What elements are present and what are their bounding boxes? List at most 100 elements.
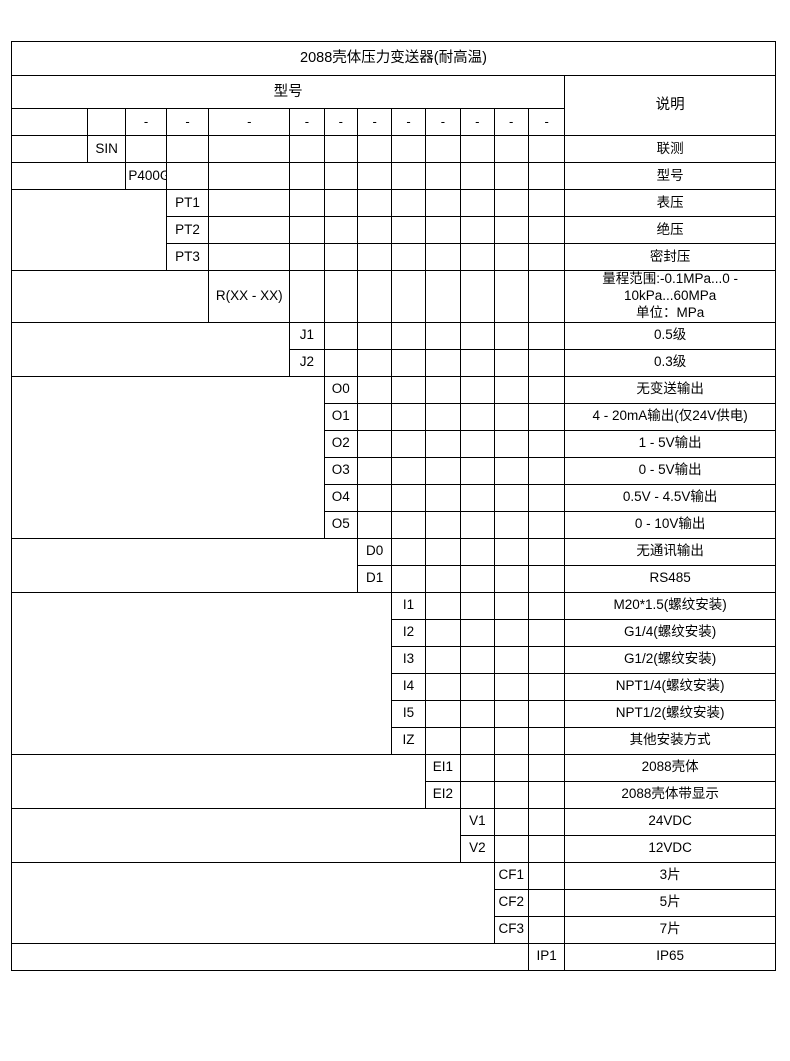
description-cell-5-5: 0 - 10V输出 xyxy=(564,510,776,539)
empty-cell xyxy=(391,348,426,377)
empty-cell xyxy=(493,645,529,674)
empty-cell xyxy=(289,243,325,271)
description-cell-11-0: IP65 xyxy=(564,942,776,971)
description-cell-8-1: 2088壳体带显示 xyxy=(564,780,776,809)
code-cell-7-3[interactable]: I4 xyxy=(391,672,426,701)
empty-cell xyxy=(460,189,495,217)
empty-cell xyxy=(424,135,462,163)
section-row: D1 RS485 xyxy=(12,564,776,593)
empty-cell xyxy=(493,321,529,350)
empty-cell xyxy=(527,618,566,647)
code-cell-5-5[interactable]: O5 xyxy=(323,510,358,539)
code-cell-5-0[interactable]: O0 xyxy=(323,375,358,404)
description-cell-7-2: G1/2(螺纹安装) xyxy=(564,645,776,674)
section-label-2: 压力类型 xyxy=(11,189,167,271)
page-title: 2088壳体压力变送器(耐高温) xyxy=(11,41,776,76)
description-cell-0-0: 联测 xyxy=(564,135,776,163)
empty-cell xyxy=(460,483,495,512)
code-cell-0-0[interactable]: SIN xyxy=(86,135,127,163)
code-cell-7-4[interactable]: I5 xyxy=(391,699,426,728)
code-cell-10-0[interactable]: CF1 xyxy=(493,861,529,890)
code-cell-1-0[interactable]: P400G xyxy=(125,162,167,190)
empty-cell xyxy=(527,321,566,350)
description-cell-10-2: 7片 xyxy=(564,915,776,944)
empty-cell xyxy=(391,456,426,485)
empty-cell xyxy=(460,537,495,566)
code-cell-4-1[interactable]: J2 xyxy=(289,348,325,377)
code-cell-6-1[interactable]: D1 xyxy=(356,564,393,593)
code-cell-11-0[interactable]: IP1 xyxy=(527,942,566,971)
empty-cell xyxy=(289,135,325,163)
spec-sheet: 2088壳体压力变送器(耐高温) 型号 说明 - - - - - - - - - - - 公司名称 SIN 联测… xyxy=(10,41,776,971)
code-cell-2-1[interactable]: PT2 xyxy=(165,216,210,244)
section-row: 防护等级 IP1 IP65 xyxy=(11,942,776,971)
empty-cell xyxy=(527,135,566,163)
empty-cell xyxy=(460,243,495,271)
code-cell-7-5[interactable]: IZ xyxy=(391,726,426,755)
code-cell-7-0[interactable]: I1 xyxy=(391,591,426,620)
code-cell-2-0[interactable]: PT1 xyxy=(165,189,210,217)
empty-cell xyxy=(289,216,325,244)
empty-cell xyxy=(460,348,495,377)
code-cell-5-3[interactable]: O3 xyxy=(323,456,358,485)
description-cell-7-5: 其他安装方式 xyxy=(564,726,776,755)
code-cell-9-1[interactable]: V2 xyxy=(460,834,495,863)
empty-cell xyxy=(424,429,462,458)
description-cell-3-0: 量程范围:-0.1MPa...0 -10kPa...60MPa 单位：MPa xyxy=(564,270,776,323)
empty-cell xyxy=(165,135,210,163)
empty-cell xyxy=(460,591,495,620)
empty-cell xyxy=(527,699,566,728)
empty-cell xyxy=(527,537,566,566)
code-cell-6-0[interactable]: D0 xyxy=(356,537,393,566)
code-cell-7-2[interactable]: I3 xyxy=(391,645,426,674)
code-cell-8-1[interactable]: EI2 xyxy=(424,780,462,809)
empty-cell xyxy=(356,375,393,404)
code-cell-5-2[interactable]: O2 xyxy=(323,429,358,458)
code-cell-3-0[interactable]: R(XX - XX) xyxy=(208,270,291,323)
empty-cell xyxy=(424,483,462,512)
empty-cell xyxy=(208,135,291,163)
empty-cell xyxy=(527,402,566,431)
description-header: 说明 xyxy=(564,75,776,136)
code-cell-5-4[interactable]: O4 xyxy=(323,483,358,512)
empty-cell xyxy=(493,270,529,323)
empty-cell xyxy=(391,537,426,566)
empty-cell xyxy=(460,456,495,485)
empty-cell xyxy=(527,564,566,593)
empty-cell xyxy=(391,564,426,593)
section-row: 通讯输出类型 D0 无通讯输出 xyxy=(11,537,776,593)
title-row: 2088壳体压力变送器(耐高温) xyxy=(11,41,776,76)
code-cell-7-1[interactable]: I2 xyxy=(391,618,426,647)
code-cell-5-1[interactable]: O1 xyxy=(323,402,358,431)
separator-dash-12: - xyxy=(527,108,566,136)
section-row: 公司名称 SIN 联测 xyxy=(11,135,776,163)
code-cell-4-0[interactable]: J1 xyxy=(289,321,325,350)
empty-cell xyxy=(208,243,291,271)
empty-cell xyxy=(460,402,495,431)
empty-cell xyxy=(493,672,529,701)
code-cell-9-0[interactable]: V1 xyxy=(460,807,495,836)
empty-cell xyxy=(356,483,393,512)
empty-cell xyxy=(493,162,529,190)
empty-cell xyxy=(527,483,566,512)
empty-cell xyxy=(424,618,462,647)
empty-cell xyxy=(289,270,325,323)
empty-cell xyxy=(391,429,426,458)
code-cell-2-2[interactable]: PT3 xyxy=(165,243,210,271)
empty-cell xyxy=(424,348,462,377)
empty-cell xyxy=(460,726,495,755)
empty-cell xyxy=(424,162,462,190)
empty-cell xyxy=(391,243,426,271)
empty-cell xyxy=(527,915,566,944)
code-cell-10-1[interactable]: CF2 xyxy=(493,888,529,917)
code-cell-8-0[interactable]: EI1 xyxy=(424,753,462,782)
empty-cell xyxy=(493,726,529,755)
code-cell-10-2[interactable]: CF3 xyxy=(493,915,529,944)
description-cell-5-4: 0.5V - 4.5V输出 xyxy=(564,483,776,512)
empty-cell xyxy=(460,216,495,244)
section-row: O1 4 - 20mA输出(仅24V供电) xyxy=(12,402,776,431)
empty-cell xyxy=(527,888,566,917)
empty-cell xyxy=(527,807,566,836)
section-row: O3 0 - 5V输出 xyxy=(12,456,776,485)
empty-cell xyxy=(323,321,358,350)
